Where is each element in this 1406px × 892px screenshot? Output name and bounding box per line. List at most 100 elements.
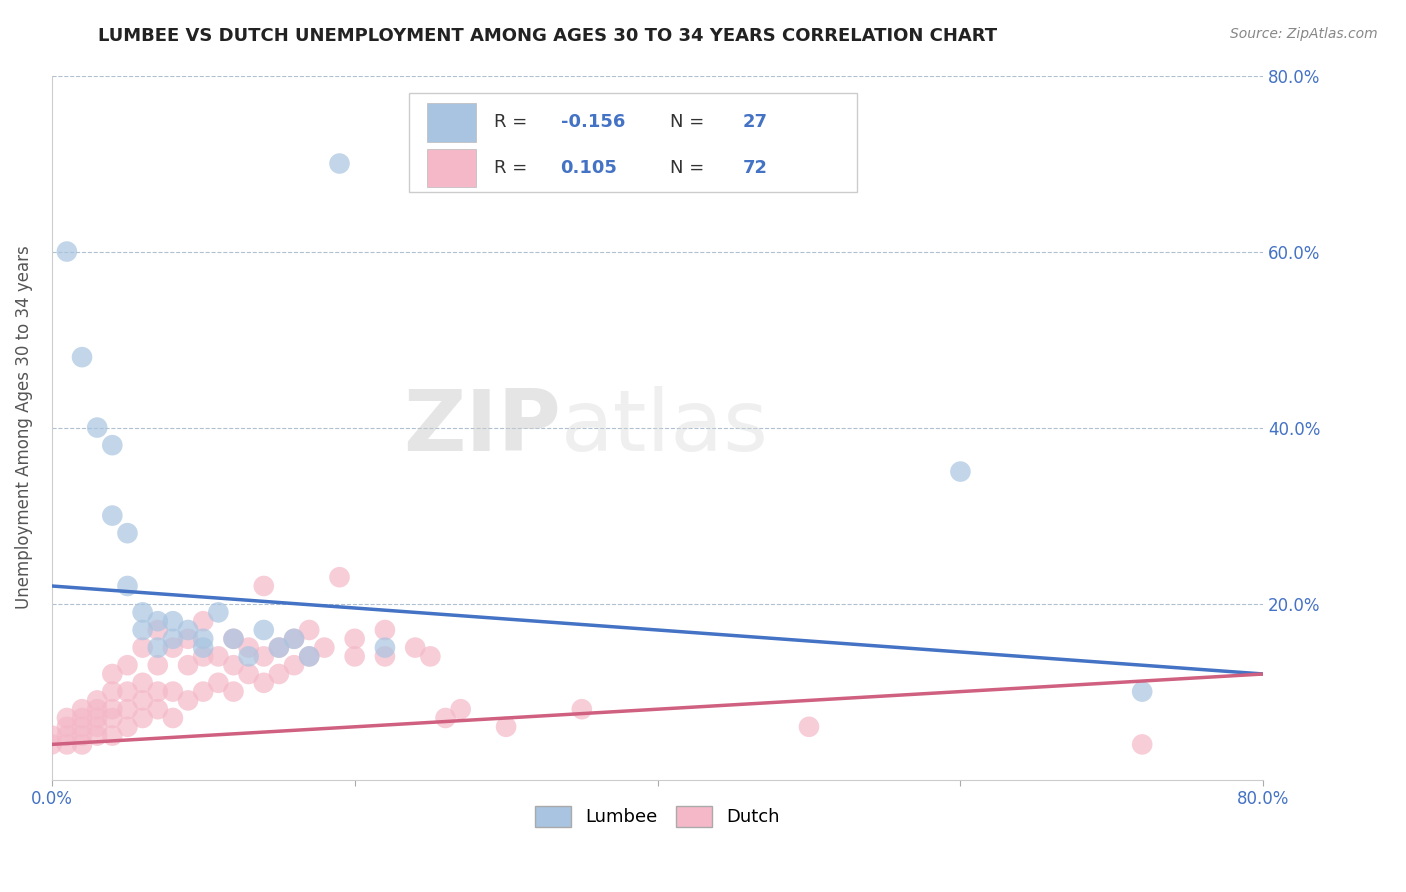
Point <box>131 693 153 707</box>
Point <box>238 649 260 664</box>
Point <box>131 640 153 655</box>
Point <box>146 623 169 637</box>
Point <box>117 658 139 673</box>
Point <box>207 606 229 620</box>
Point <box>131 606 153 620</box>
Point <box>298 623 321 637</box>
Text: 0.105: 0.105 <box>561 159 617 177</box>
Point <box>101 667 124 681</box>
Text: N =: N = <box>669 113 710 131</box>
Point <box>56 720 79 734</box>
Point <box>207 649 229 664</box>
Text: N =: N = <box>669 159 710 177</box>
Point <box>328 570 350 584</box>
Point <box>41 729 63 743</box>
Point <box>222 684 245 698</box>
Point <box>267 640 290 655</box>
Point <box>86 702 108 716</box>
Text: Source: ZipAtlas.com: Source: ZipAtlas.com <box>1230 27 1378 41</box>
Point <box>314 640 336 655</box>
Point <box>495 720 517 734</box>
Point <box>56 244 79 259</box>
Point <box>131 623 153 637</box>
Point <box>101 702 124 716</box>
Point <box>238 640 260 655</box>
Legend: Lumbee, Dutch: Lumbee, Dutch <box>527 798 787 834</box>
Point <box>177 632 200 646</box>
Text: R =: R = <box>494 113 533 131</box>
Text: atlas: atlas <box>561 386 769 469</box>
Text: R =: R = <box>494 159 538 177</box>
Point <box>949 465 972 479</box>
Point <box>177 623 200 637</box>
Point <box>1130 684 1153 698</box>
Point <box>222 632 245 646</box>
Point <box>146 684 169 698</box>
Point <box>298 649 321 664</box>
Point <box>177 658 200 673</box>
Point <box>162 684 184 698</box>
Point <box>1130 738 1153 752</box>
Point <box>283 658 305 673</box>
Point <box>283 632 305 646</box>
Point <box>571 702 593 716</box>
Point <box>70 729 93 743</box>
Point <box>193 632 215 646</box>
Point <box>267 640 290 655</box>
Point <box>56 738 79 752</box>
Point <box>434 711 457 725</box>
Point <box>207 675 229 690</box>
Point <box>193 649 215 664</box>
Point <box>70 711 93 725</box>
Point <box>328 156 350 170</box>
Point <box>146 614 169 628</box>
Point <box>193 640 215 655</box>
Point <box>101 508 124 523</box>
Point <box>298 649 321 664</box>
Point <box>70 738 93 752</box>
Point <box>253 579 276 593</box>
Point <box>56 729 79 743</box>
Point <box>162 614 184 628</box>
Point <box>86 693 108 707</box>
Point <box>193 684 215 698</box>
Point <box>222 632 245 646</box>
Point <box>70 702 93 716</box>
Point <box>343 649 366 664</box>
Point <box>283 632 305 646</box>
Point <box>101 729 124 743</box>
Point <box>131 711 153 725</box>
Point <box>450 702 472 716</box>
FancyBboxPatch shape <box>427 149 475 187</box>
Point <box>374 623 396 637</box>
FancyBboxPatch shape <box>409 93 858 192</box>
Y-axis label: Unemployment Among Ages 30 to 34 years: Unemployment Among Ages 30 to 34 years <box>15 245 32 609</box>
Point <box>374 640 396 655</box>
Point <box>162 632 184 646</box>
Point <box>146 640 169 655</box>
Point <box>238 667 260 681</box>
Text: 27: 27 <box>742 113 768 131</box>
Point <box>86 711 108 725</box>
FancyBboxPatch shape <box>427 103 475 142</box>
Text: ZIP: ZIP <box>404 386 561 469</box>
Text: 72: 72 <box>742 159 768 177</box>
Point <box>419 649 441 664</box>
Point <box>86 420 108 434</box>
Point <box>131 675 153 690</box>
Point <box>101 711 124 725</box>
Point <box>374 649 396 664</box>
Point <box>404 640 426 655</box>
Point <box>117 579 139 593</box>
Point <box>253 675 276 690</box>
Point <box>162 711 184 725</box>
Text: -0.156: -0.156 <box>561 113 626 131</box>
Point <box>162 640 184 655</box>
Point <box>56 711 79 725</box>
Point <box>41 738 63 752</box>
Point <box>70 720 93 734</box>
Point <box>267 667 290 681</box>
Point <box>117 720 139 734</box>
Point <box>253 623 276 637</box>
Point <box>177 693 200 707</box>
